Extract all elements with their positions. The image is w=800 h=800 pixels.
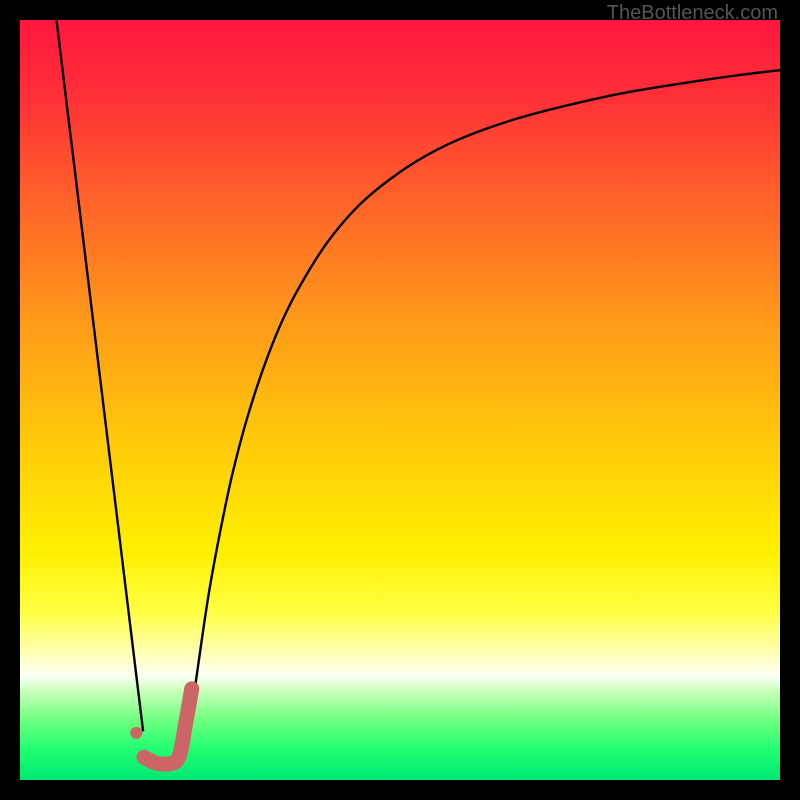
watermark-text: TheBottleneck.com (607, 2, 778, 25)
j-marker-dot (130, 727, 142, 739)
bottleneck-chart: TheBottleneck.com (0, 0, 800, 800)
chart-svg (0, 0, 800, 800)
